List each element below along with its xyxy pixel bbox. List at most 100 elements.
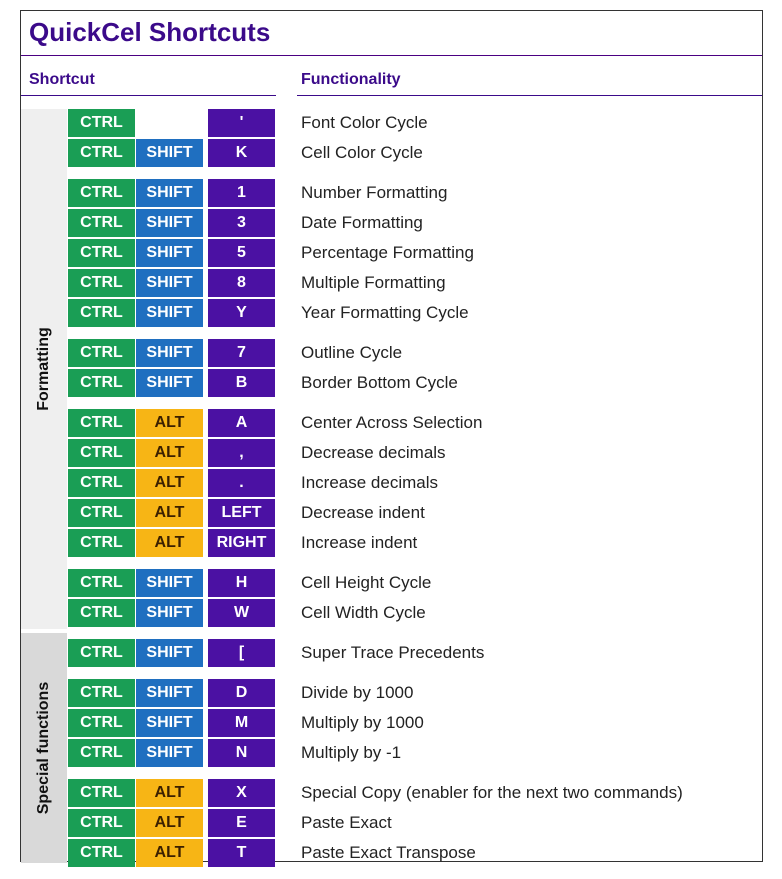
- functionality-text: Cell Color Cycle: [301, 143, 423, 162]
- key-ctrl: CTRL: [68, 439, 135, 467]
- functionality-text: Center Across Selection: [301, 413, 483, 432]
- key-alt: ALT: [136, 469, 203, 497]
- functionality-text: Paste Exact: [301, 813, 392, 832]
- key-shift: SHIFT: [136, 599, 203, 627]
- functionality-text: Outline Cycle: [301, 343, 403, 362]
- functionality-text: Date Formatting: [301, 213, 423, 232]
- functionality-text: Decrease decimals: [301, 443, 446, 462]
- key-main: ': [208, 109, 275, 137]
- key-shift: SHIFT: [136, 739, 203, 767]
- key-ctrl: CTRL: [68, 569, 135, 597]
- functionality-text: Cell Width Cycle: [301, 603, 426, 622]
- functionality-text: Font Color Cycle: [301, 113, 428, 132]
- key-ctrl: CTRL: [68, 139, 135, 167]
- key-ctrl: CTRL: [68, 679, 135, 707]
- key-ctrl: CTRL: [68, 339, 135, 367]
- key-shift: SHIFT: [136, 209, 203, 237]
- key-alt: ALT: [136, 809, 203, 837]
- header-functionality: Functionality: [301, 71, 401, 88]
- key-ctrl: CTRL: [68, 779, 135, 807]
- page-title: QuickCel Shortcuts: [29, 17, 271, 47]
- key-ctrl: CTRL: [68, 369, 135, 397]
- key-shift: SHIFT: [136, 709, 203, 737]
- key-shift: SHIFT: [136, 239, 203, 267]
- key-ctrl: CTRL: [68, 299, 135, 327]
- key-main: T: [208, 839, 275, 867]
- key-ctrl: CTRL: [68, 499, 135, 527]
- key-ctrl: CTRL: [68, 269, 135, 297]
- functionality-text: Border Bottom Cycle: [301, 373, 458, 392]
- functionality-text: Special Copy (enabler for the next two c…: [301, 783, 683, 802]
- key-main: 3: [208, 209, 275, 237]
- functionality-text: Divide by 1000: [301, 683, 414, 702]
- key-ctrl: CTRL: [68, 179, 135, 207]
- key-alt: ALT: [136, 839, 203, 867]
- title-bar: QuickCel Shortcuts: [21, 11, 762, 56]
- key-ctrl: CTRL: [68, 839, 135, 867]
- key-shift: SHIFT: [136, 679, 203, 707]
- key-alt: ALT: [136, 779, 203, 807]
- functionality-text: Multiply by 1000: [301, 713, 424, 732]
- key-alt: ALT: [136, 439, 203, 467]
- key-shift: SHIFT: [136, 569, 203, 597]
- key-main: Y: [208, 299, 275, 327]
- key-main: N: [208, 739, 275, 767]
- key-alt: ALT: [136, 499, 203, 527]
- key-main: W: [208, 599, 275, 627]
- shortcuts-sheet: QuickCel Shortcuts Shortcut Functionalit…: [20, 10, 763, 867]
- group-special-label: Special functions: [35, 681, 52, 815]
- functionality-text: Cell Height Cycle: [301, 573, 432, 592]
- functionality-text: Percentage Formatting: [301, 243, 474, 262]
- key-ctrl: CTRL: [68, 209, 135, 237]
- key-alt: ALT: [136, 529, 203, 557]
- key-ctrl: CTRL: [68, 709, 135, 737]
- key-ctrl: CTRL: [68, 809, 135, 837]
- key-ctrl: CTRL: [68, 529, 135, 557]
- key-main: E: [208, 809, 275, 837]
- functionality-text: Increase indent: [301, 533, 418, 552]
- group-formatting-label: Formatting: [35, 327, 52, 411]
- key-main: [: [208, 639, 275, 667]
- key-main: K: [208, 139, 275, 167]
- key-ctrl: CTRL: [68, 109, 135, 137]
- functionality-text: Number Formatting: [301, 183, 448, 202]
- key-ctrl: CTRL: [68, 239, 135, 267]
- key-main: M: [208, 709, 275, 737]
- functionality-text: Decrease indent: [301, 503, 425, 522]
- key-main: 7: [208, 339, 275, 367]
- functionality-text: Multiple Formatting: [301, 273, 446, 292]
- key-alt: ALT: [136, 409, 203, 437]
- header-shortcut-underline: [21, 95, 276, 96]
- header-shortcut: Shortcut: [29, 71, 95, 88]
- key-ctrl: CTRL: [68, 599, 135, 627]
- key-shift: SHIFT: [136, 139, 203, 167]
- key-main: .: [208, 469, 275, 497]
- key-shift: SHIFT: [136, 369, 203, 397]
- key-shift: SHIFT: [136, 179, 203, 207]
- group-special-functions: Special functions: [21, 633, 67, 863]
- key-main: 8: [208, 269, 275, 297]
- key-shift: SHIFT: [136, 299, 203, 327]
- key-main: B: [208, 369, 275, 397]
- key-shift: SHIFT: [136, 639, 203, 667]
- header-functionality-underline: [297, 95, 762, 96]
- key-shift: SHIFT: [136, 339, 203, 367]
- key-main: 1: [208, 179, 275, 207]
- functionality-text: Increase decimals: [301, 473, 439, 492]
- key-main: 5: [208, 239, 275, 267]
- key-ctrl: CTRL: [68, 639, 135, 667]
- functionality-text: Multiply by -1: [301, 743, 402, 762]
- key-main: ,: [208, 439, 275, 467]
- key-shift: SHIFT: [136, 269, 203, 297]
- functionality-text: Paste Exact Transpose: [301, 843, 476, 862]
- key-main: LEFT: [208, 499, 275, 527]
- key-main: X: [208, 779, 275, 807]
- key-main: H: [208, 569, 275, 597]
- functionality-text: Super Trace Precedents: [301, 643, 485, 662]
- key-main: A: [208, 409, 275, 437]
- key-main: D: [208, 679, 275, 707]
- key-main: RIGHT: [208, 529, 275, 557]
- key-ctrl: CTRL: [68, 409, 135, 437]
- functionality-text: Year Formatting Cycle: [301, 303, 469, 322]
- group-formatting: Formatting: [21, 109, 67, 629]
